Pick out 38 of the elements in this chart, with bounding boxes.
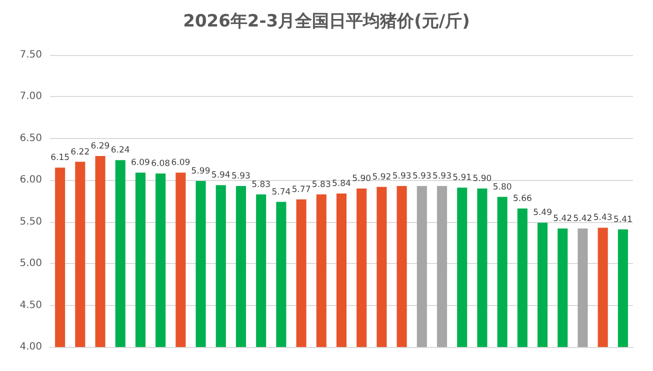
data-label: 6.08 [151,158,170,169]
y-tick-label: 6.00 [20,174,42,186]
chart-title: 2026年2-3月全国日平均猪价(元/斤) [183,12,470,32]
data-label: 6.22 [70,147,90,158]
data-label: 5.42 [553,214,572,224]
data-label: 5.90 [472,174,492,184]
data-label: 5.93 [392,171,412,182]
data-label: 5.99 [191,166,210,176]
data-label: 5.77 [292,184,311,195]
data-label: 6.09 [171,158,190,168]
data-label: 5.92 [372,172,392,182]
data-label: 5.43 [593,213,612,224]
data-label: 5.74 [272,187,291,198]
data-label: 5.84 [332,178,351,189]
y-tick-label: 6.50 [20,132,42,144]
data-label: 5.93 [432,171,452,182]
data-label: 6.24 [110,146,130,156]
y-tick-label: 5.00 [20,258,42,270]
data-label: 5.83 [252,180,271,190]
data-label: 6.29 [90,141,110,152]
data-label: 5.94 [211,170,230,181]
data-label: 5.80 [492,182,512,192]
data-label: 5.91 [452,173,472,184]
data-label: 6.15 [50,153,70,164]
y-tick-label: 4.00 [20,342,42,352]
data-label: 5.90 [352,174,372,184]
data-label: 5.42 [573,214,592,224]
data-label: 5.93 [412,171,432,182]
data-label: 5.49 [533,208,552,218]
data-label: 5.41 [613,214,632,225]
data-label: 5.93 [232,171,250,182]
data-label: 6.09 [130,158,150,168]
data-label: 5.83 [312,180,331,190]
y-tick-label: 7.50 [20,50,42,60]
y-tick-label: 7.00 [20,91,42,102]
y-tick-label: 5.50 [20,216,42,228]
y-tick-label: 4.50 [20,300,42,311]
data-label: 5.66 [512,194,532,204]
